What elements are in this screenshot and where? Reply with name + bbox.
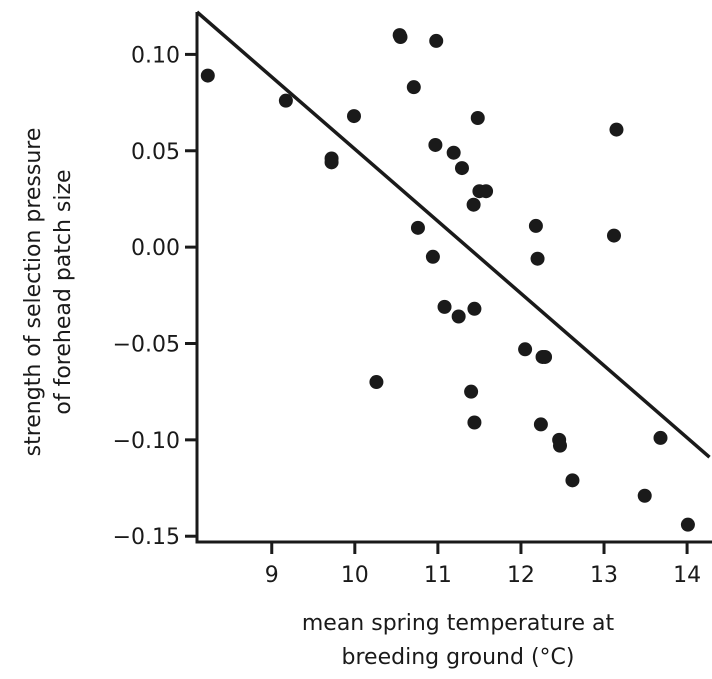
- data-point: [565, 473, 579, 487]
- data-point: [531, 252, 545, 266]
- data-point: [518, 342, 532, 356]
- data-point: [455, 161, 469, 175]
- x-tick-label: 14: [673, 563, 701, 588]
- data-point: [467, 416, 481, 430]
- data-point: [452, 310, 466, 324]
- data-point: [426, 250, 440, 264]
- x-tick-label: 12: [507, 563, 535, 588]
- y-tick-label: 0.00: [131, 236, 180, 261]
- y-tick-label: −0.05: [113, 332, 180, 357]
- data-point: [609, 123, 623, 137]
- x-tick-label: 11: [424, 563, 452, 588]
- y-axis-title-line-2: of forehead patch size: [51, 169, 76, 414]
- axes: [196, 12, 712, 544]
- data-point: [429, 34, 443, 48]
- y-tick-label: −0.10: [113, 429, 180, 454]
- y-axis-ticks: 0.10 0.05 0.00 −0.05 −0.10 −0.15: [113, 43, 197, 550]
- data-point: [394, 30, 408, 44]
- data-point: [607, 229, 621, 243]
- data-point: [438, 300, 452, 314]
- data-point: [464, 385, 478, 399]
- data-point: [369, 375, 383, 389]
- y-axis-title-line-1: strength of selection pressure: [21, 128, 46, 457]
- data-point: [201, 69, 215, 83]
- data-point: [471, 111, 485, 125]
- trend-line: [197, 12, 710, 457]
- data-point: [538, 350, 552, 364]
- data-point: [407, 80, 421, 94]
- data-point: [681, 518, 695, 532]
- data-point: [447, 146, 461, 160]
- data-point: [279, 94, 293, 108]
- x-tick-label: 9: [265, 563, 279, 588]
- data-points: [201, 28, 695, 532]
- y-tick-label: 0.05: [131, 140, 180, 165]
- x-tick-label: 10: [341, 563, 369, 588]
- x-axis-ticks: 9 10 11 12 13 14: [265, 542, 701, 588]
- data-point: [479, 184, 493, 198]
- data-point: [654, 431, 668, 445]
- data-point: [553, 439, 567, 453]
- data-point: [428, 138, 442, 152]
- y-tick-label: −0.15: [113, 525, 180, 550]
- data-point: [467, 198, 481, 212]
- x-tick-label: 13: [590, 563, 618, 588]
- data-point: [325, 155, 339, 169]
- data-point: [529, 219, 543, 233]
- data-point: [411, 221, 425, 235]
- x-axis-title-line-2: breeding ground (°C): [342, 645, 575, 670]
- data-point: [467, 302, 481, 316]
- data-point: [534, 417, 548, 431]
- data-point: [347, 109, 361, 123]
- data-point: [638, 489, 652, 503]
- y-tick-label: 0.10: [131, 43, 180, 68]
- x-axis-title-line-1: mean spring temperature at: [302, 611, 615, 636]
